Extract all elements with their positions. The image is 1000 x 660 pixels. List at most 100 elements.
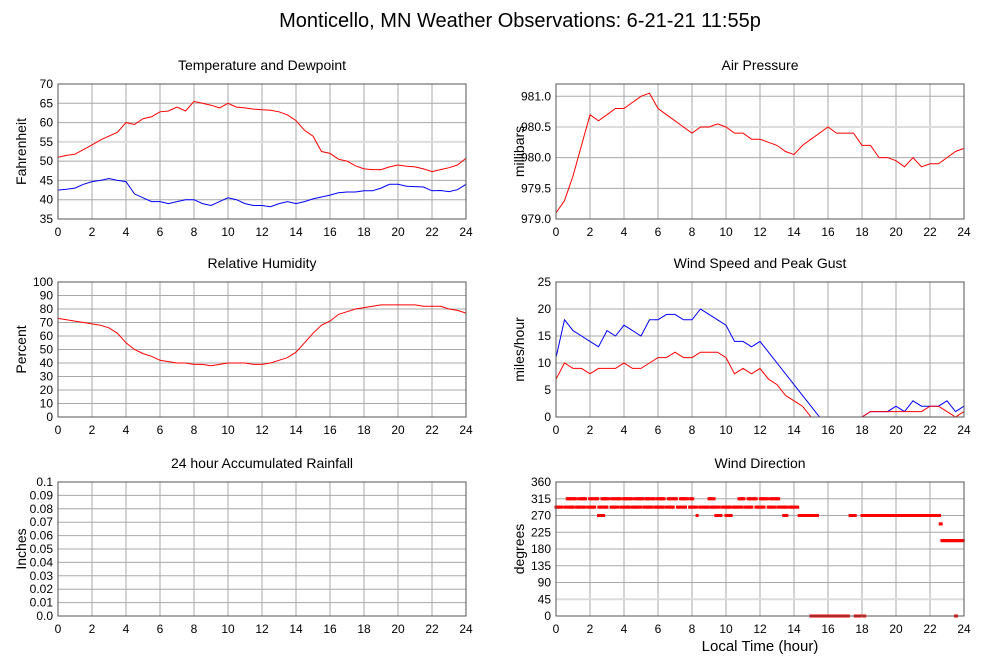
plot-frame [555,481,965,617]
y-tick-label: 980.0 [521,151,551,165]
y-tick-label: 35 [40,212,54,226]
y-tick-label: 20 [538,302,552,316]
x-tick-label: 10 [221,423,235,437]
x-tick-label: 2 [587,423,594,437]
plot-frame [57,281,467,418]
series-line-temperature [57,100,467,173]
x-tick-label: 18 [855,423,869,437]
x-tick-label: 4 [621,622,628,636]
x-tick-label: 10 [221,622,235,636]
y-tick-label: 0.01 [30,596,54,610]
x-tick-label: 4 [621,225,628,239]
y-tick-label: 0.09 [30,488,54,502]
plot-frame [555,281,965,418]
y-axis-label: degrees [511,524,527,575]
wind-direction-point [584,497,588,501]
x-tick-label: 22 [425,225,439,239]
wind-direction-point [757,505,761,509]
wind-direction-point [671,505,675,509]
x-tick-label: 22 [425,622,439,636]
wind-direction-point [596,497,600,501]
x-tick-label: 24 [957,423,971,437]
wind-direction-point [719,514,723,517]
x-tick-label: 8 [689,423,696,437]
x-tick-label: 6 [157,423,164,437]
wind-direction-point [564,505,568,509]
wind-direction-point [655,497,659,501]
y-tick-label: 10 [538,356,552,370]
x-tick-label: 10 [719,622,733,636]
wind-direction-point [796,505,800,509]
wind-direction-point [569,497,573,501]
y-tick-label: 979.0 [521,212,551,226]
x-tick-label: 16 [821,225,835,239]
wind-direction-point [639,505,643,509]
wind-direction-point [743,505,747,509]
x-tick-label: 12 [255,622,269,636]
wind-direction-point [771,505,775,509]
wind-direction-point [684,505,688,509]
y-axis-label: Inches [13,528,29,569]
x-tick-label: 22 [923,423,937,437]
y-tick-label: 225 [531,525,551,539]
y-tick-label: 45 [538,592,552,606]
y-tick-label: 55 [40,135,54,149]
y-tick-label: 0.07 [30,515,54,529]
wind-direction-point [652,497,656,501]
wind-direction-point [586,505,590,509]
x-tick-label: 6 [157,622,164,636]
x-tick-label: 24 [459,225,473,239]
y-tick-label: 20 [40,383,54,397]
x-tick-label: 8 [191,225,198,239]
plot-frame [555,83,965,220]
x-tick-label: 18 [357,423,371,437]
y-tick-label: 0 [544,609,551,623]
wind-direction-point [591,497,595,501]
x-tick-label: 24 [957,622,971,636]
wind-direction-point [778,505,782,509]
x-tick-label: 12 [753,423,767,437]
wind-direction-point [785,514,789,517]
y-tick-label: 0.05 [30,542,54,556]
chart-title: Air Pressure [721,57,798,73]
x-tick-label: 8 [191,423,198,437]
x-tick-label: 10 [221,225,235,239]
wind-direction-point [626,497,630,501]
y-tick-label: 0.0 [36,609,53,623]
wind-direction-point [573,497,577,501]
plot-frame [57,83,467,220]
wind-direction-point [560,505,564,509]
x-tick-label: 8 [191,622,198,636]
y-axis-label: miles/hour [511,317,527,382]
y-tick-label: 180 [531,542,551,556]
y-tick-label: 40 [40,193,54,207]
wind-direction-point [721,505,725,509]
wind-direction-point [674,497,678,501]
y-tick-label: 270 [531,509,551,523]
x-tick-label: 14 [787,622,801,636]
x-tick-label: 4 [123,423,130,437]
x-tick-label: 22 [923,225,937,239]
wind-direction-point [717,505,721,509]
y-tick-label: 0.1 [36,475,53,489]
x-tick-label: 20 [889,225,903,239]
wind-direction-point [662,497,666,501]
x-tick-label: 16 [323,622,337,636]
wind-direction-point [853,514,857,517]
x-tick-label: 18 [357,622,371,636]
x-tick-label: 24 [459,423,473,437]
wind-direction-point [650,505,654,509]
chart-title: Wind Speed and Peak Gust [674,255,847,271]
x-tick-label: 4 [123,622,130,636]
x-tick-label: 0 [55,423,62,437]
wind-direction-point [636,505,640,509]
y-tick-label: 15 [538,329,552,343]
x-tick-label: 18 [855,622,869,636]
y-tick-label: 0.08 [30,502,54,516]
y-tick-label: 70 [40,316,54,330]
